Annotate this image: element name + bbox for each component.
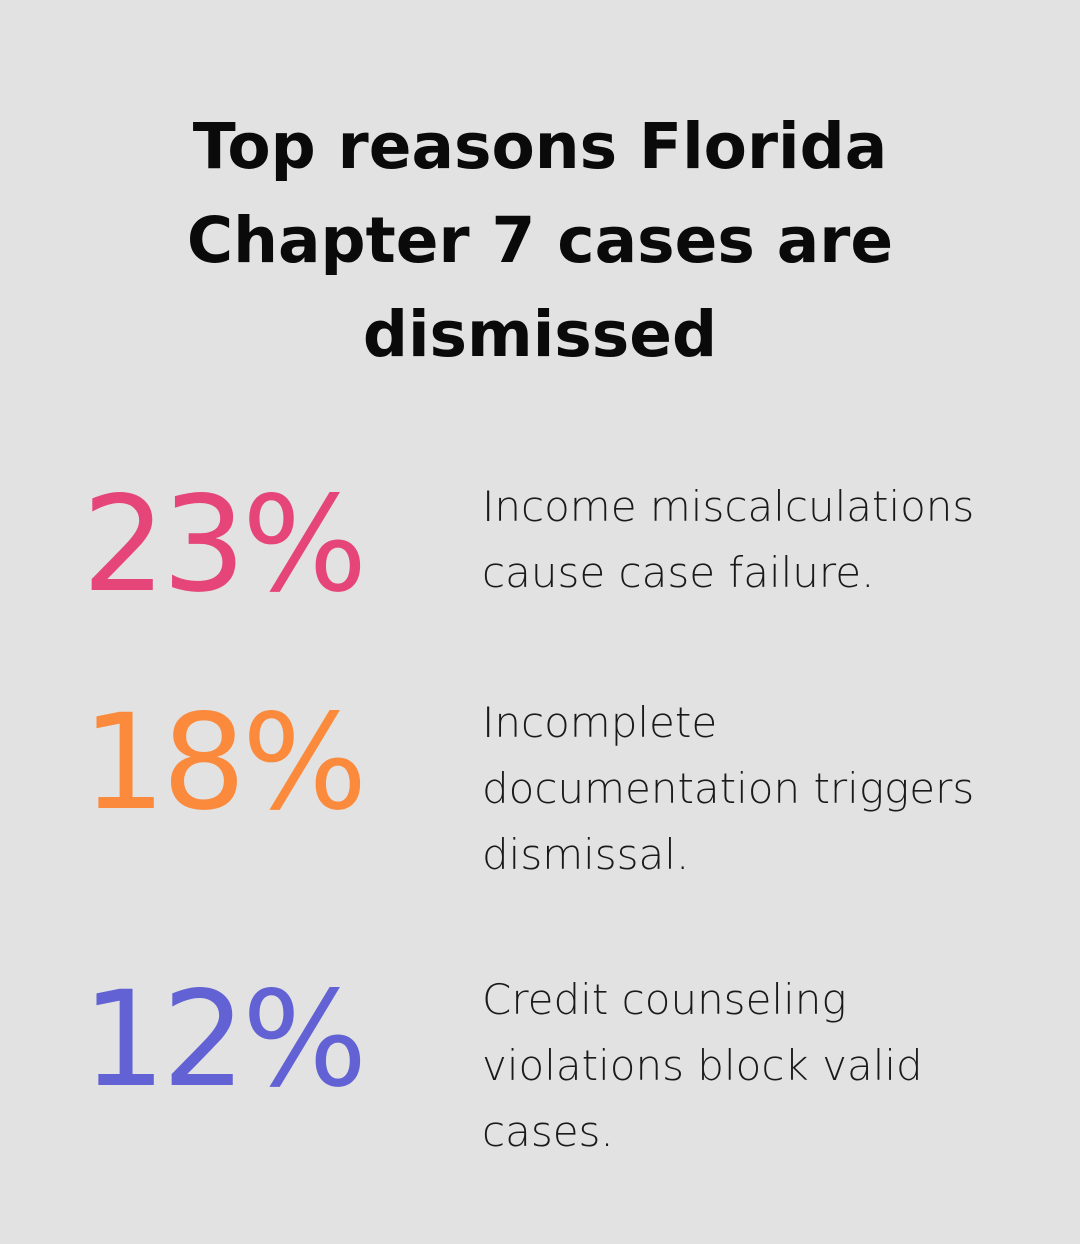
- stat-description: Income miscalculations cause case failur…: [482, 482, 975, 597]
- stat-percentage: 23%: [82, 468, 367, 622]
- page-title: Top reasons Florida Chapter 7 cases are …: [186, 110, 894, 371]
- stat-description: Credit counseling violations block valid…: [482, 975, 923, 1156]
- stat-percentage: 18%: [82, 686, 367, 840]
- stat-description: Incomplete documentation triggers dismis…: [482, 698, 975, 879]
- stat-percentage: 12%: [82, 963, 367, 1117]
